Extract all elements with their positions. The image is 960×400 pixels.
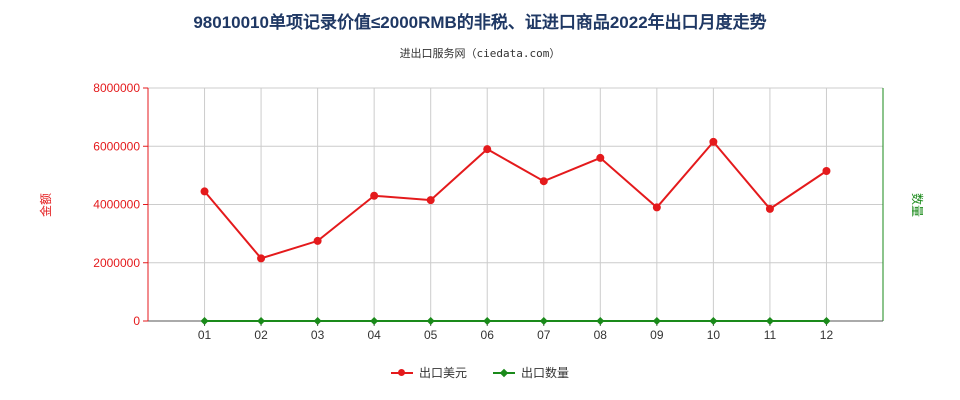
chart-title: 98010010单项记录价值≤2000RMB的非税、证进口商品2022年出口月度… [193, 13, 767, 32]
data-point-quantity [765, 317, 774, 325]
legend-item-amount[interactable]: 出口美元 [390, 364, 467, 381]
y-axis-title-right: 数量 [910, 193, 925, 217]
x-tick-label: 12 [820, 328, 834, 342]
data-point-amount [652, 203, 661, 212]
y-tick-label: 6000000 [93, 139, 140, 153]
data-point-amount [822, 167, 831, 176]
data-point-quantity [370, 317, 379, 325]
data-point-amount [539, 177, 548, 186]
chart-subtitle: 进出口服务网（ciedata.com） [399, 47, 561, 60]
y-tick-label: 8000000 [93, 81, 140, 95]
x-tick-label: 02 [254, 328, 268, 342]
x-tick-label: 04 [367, 328, 381, 342]
data-point-quantity [483, 317, 492, 325]
data-point-amount [257, 254, 266, 263]
data-point-amount [765, 204, 774, 213]
data-point-amount [596, 153, 605, 162]
y-tick-label: 4000000 [93, 198, 140, 212]
y-axis-title-left: 金额 [38, 193, 53, 217]
data-point-quantity [200, 317, 209, 325]
data-point-quantity [539, 317, 548, 325]
x-tick-label: 01 [198, 328, 212, 342]
x-tick-label: 05 [424, 328, 438, 342]
data-point-quantity [257, 317, 266, 325]
data-point-amount [313, 236, 322, 245]
data-point-quantity [822, 317, 831, 325]
data-point-quantity [426, 317, 435, 325]
x-tick-label: 11 [764, 328, 777, 342]
y-tick-label: 0 [133, 314, 140, 328]
data-point-quantity [313, 317, 322, 325]
data-point-amount [200, 187, 209, 196]
y-tick-label: 2000000 [93, 256, 140, 270]
x-tick-label: 09 [650, 328, 664, 342]
x-tick-label: 10 [707, 328, 721, 342]
data-point-amount [370, 191, 379, 200]
series-line-amount [203, 140, 828, 260]
legend-item-quantity[interactable]: 出口数量 [493, 364, 569, 381]
legend: 出口美元 出口数量 [0, 364, 960, 381]
x-tick-label: 08 [594, 328, 608, 342]
data-point-quantity [709, 317, 718, 325]
data-point-amount [483, 145, 492, 154]
x-tick-label: 07 [537, 328, 551, 342]
data-point-amount [709, 137, 718, 146]
data-point-amount [426, 196, 435, 205]
legend-swatch-amount [390, 368, 413, 378]
legend-label-amount: 出口美元 [418, 366, 467, 380]
legend-label-quantity: 出口数量 [521, 366, 570, 380]
legend-swatch-quantity [493, 368, 515, 378]
data-point-quantity [652, 317, 661, 325]
x-tick-label: 06 [481, 328, 495, 342]
data-point-quantity [596, 317, 605, 325]
x-tick-label: 03 [311, 328, 325, 342]
